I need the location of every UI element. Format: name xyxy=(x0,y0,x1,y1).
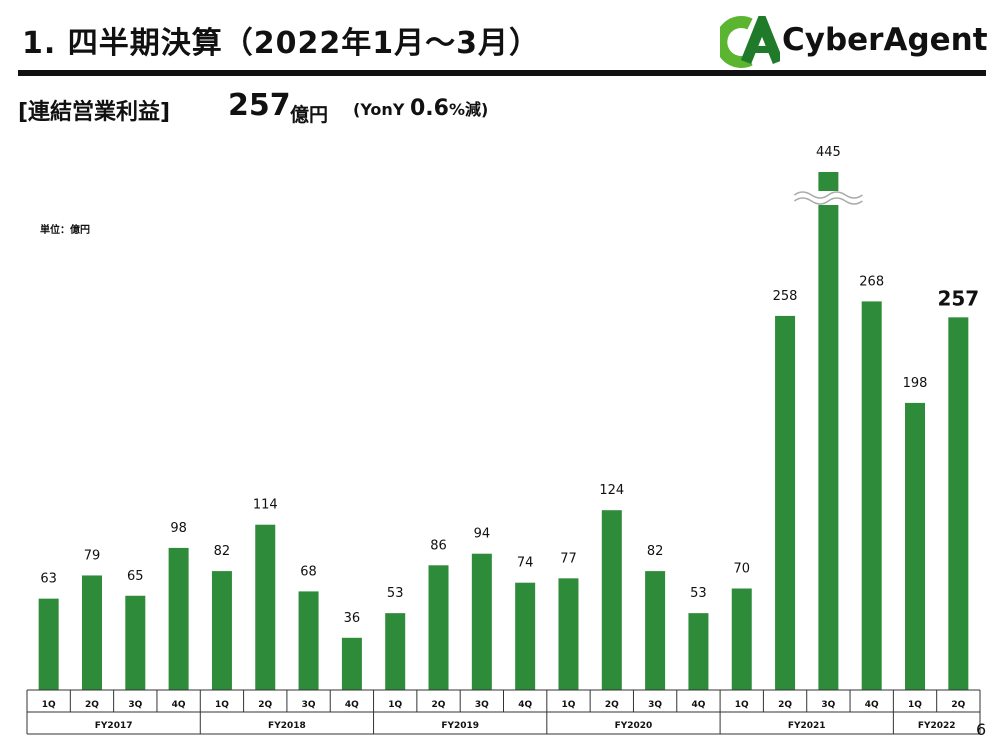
title-rule xyxy=(18,70,986,76)
page-title: 1. 四半期決算（2022年1月～3月） xyxy=(22,26,540,61)
fiscal-year-label: FY2021 xyxy=(788,721,826,731)
bar xyxy=(341,637,362,690)
data-label: 36 xyxy=(344,611,361,626)
bar xyxy=(818,172,839,690)
unit-note: 単位：億円 xyxy=(40,225,90,236)
bar xyxy=(905,402,926,690)
x-tick-label: 4Q xyxy=(172,700,186,710)
x-tick-label: 1Q xyxy=(42,700,56,710)
x-tick-label: 3Q xyxy=(475,700,489,710)
data-label: 77 xyxy=(560,551,577,566)
fiscal-year-label: FY2022 xyxy=(918,721,956,731)
bar xyxy=(211,571,232,690)
data-label: 82 xyxy=(214,544,231,559)
x-tick-label: 1Q xyxy=(562,700,576,710)
x-tick-label: 1Q xyxy=(735,700,749,710)
x-tick-label: 2Q xyxy=(778,700,792,710)
x-tick-label: 2Q xyxy=(951,700,965,710)
bar xyxy=(38,598,59,690)
data-label: 53 xyxy=(387,586,404,601)
bar xyxy=(731,588,752,690)
bar xyxy=(775,315,796,690)
axis-break-wave xyxy=(793,191,863,199)
x-tick-label: 3Q xyxy=(302,700,316,710)
bar xyxy=(558,578,579,690)
cyberagent-logo: CyberAgent xyxy=(715,7,990,68)
bar xyxy=(948,317,969,690)
x-tick-label: 4Q xyxy=(345,700,359,710)
ca-logo-icon xyxy=(715,7,784,68)
summary-value: 257 xyxy=(228,88,291,123)
x-tick-label: 2Q xyxy=(85,700,99,710)
x-tick-label: 3Q xyxy=(821,700,835,710)
bar xyxy=(645,571,666,690)
bar xyxy=(515,582,536,690)
bar xyxy=(81,575,102,690)
bar xyxy=(688,613,709,690)
data-label: 257 xyxy=(937,286,979,310)
bar xyxy=(471,553,492,690)
data-label: 82 xyxy=(647,544,664,559)
x-tick-label: 2Q xyxy=(605,700,619,710)
page-number: 6 xyxy=(976,720,987,739)
bar xyxy=(255,524,276,690)
bar xyxy=(385,613,406,690)
x-tick-label: 1Q xyxy=(215,700,229,710)
yoy-prefix: (YonY xyxy=(353,100,410,119)
fiscal-year-label: FY2018 xyxy=(268,721,306,731)
summary-label: [連結営業利益] xyxy=(18,100,171,125)
x-tick-label: 3Q xyxy=(648,700,662,710)
data-label: 258 xyxy=(773,289,798,304)
fiscal-year-label: FY2020 xyxy=(615,721,653,731)
yoy-value: 0.6 xyxy=(409,96,449,121)
x-tick-label: 2Q xyxy=(258,700,272,710)
data-label: 53 xyxy=(690,586,707,601)
data-label: 70 xyxy=(733,562,750,577)
data-label: 445 xyxy=(816,145,841,160)
summary-yoy: (YonY 0.6%減) xyxy=(353,96,488,121)
data-label: 94 xyxy=(474,527,491,542)
x-tick-label: 4Q xyxy=(518,700,532,710)
fiscal-year-label: FY2019 xyxy=(441,721,479,731)
bar xyxy=(298,591,319,690)
data-label: 114 xyxy=(253,498,278,513)
bar xyxy=(861,301,882,690)
data-label: 65 xyxy=(127,569,144,584)
x-tick-label: 1Q xyxy=(908,700,922,710)
x-tick-label: 4Q xyxy=(865,700,879,710)
data-label: 268 xyxy=(859,274,884,289)
x-tick-label: 4Q xyxy=(691,700,705,710)
x-tick-label: 1Q xyxy=(388,700,402,710)
summary-unit: 億円 xyxy=(290,104,329,126)
data-label: 124 xyxy=(599,483,624,498)
fiscal-year-label: FY2017 xyxy=(95,721,133,731)
data-label: 198 xyxy=(903,376,928,391)
x-tick-label: 3Q xyxy=(128,700,142,710)
data-label: 86 xyxy=(430,538,447,553)
bar xyxy=(601,510,622,690)
data-label: 98 xyxy=(170,521,187,536)
bar xyxy=(125,595,146,690)
logo-text: CyberAgent xyxy=(782,22,988,58)
data-label: 63 xyxy=(40,572,57,587)
axis-break-wave xyxy=(793,197,863,205)
data-label: 74 xyxy=(517,556,534,571)
x-tick-label: 2Q xyxy=(432,700,446,710)
bar xyxy=(428,565,449,690)
data-label: 79 xyxy=(84,548,101,563)
yoy-suffix: %減) xyxy=(448,100,489,119)
data-label: 68 xyxy=(300,564,317,579)
bar xyxy=(168,547,189,690)
